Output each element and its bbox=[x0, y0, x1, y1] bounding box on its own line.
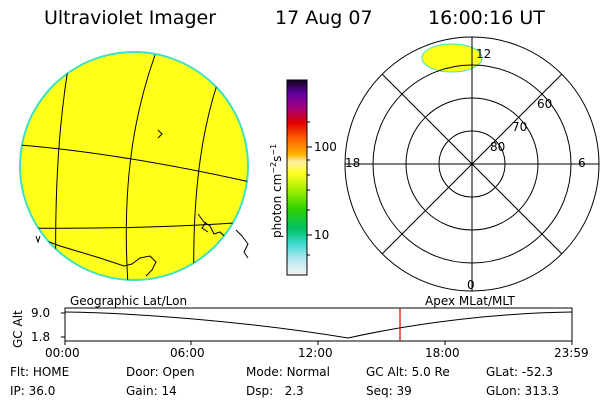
colorbar-tick-10: 10 bbox=[314, 228, 330, 242]
longitude-line bbox=[35, 235, 41, 244]
polar-plot bbox=[344, 36, 600, 292]
gc-alt-status: GC Alt: 5.0 Re bbox=[366, 365, 450, 379]
apex-panel-title: Apex MLat/MLT bbox=[425, 294, 515, 308]
date-label: 17 Aug 07 bbox=[275, 7, 373, 29]
altitude-curve bbox=[64, 311, 573, 339]
lat-label-80: 80 bbox=[490, 140, 506, 154]
auroral-emission bbox=[421, 43, 483, 73]
longitude-line bbox=[193, 69, 223, 280]
seq-status: Seq: 39 bbox=[366, 384, 412, 398]
glat-status: GLat: -52.3 bbox=[486, 365, 553, 379]
xtick-2359: 23:59 bbox=[554, 346, 589, 360]
lat-label-60: 60 bbox=[537, 97, 553, 111]
geographic-panel-title: Geographic Lat/Lon bbox=[70, 294, 188, 308]
flt-status: Flt: HOME bbox=[10, 365, 70, 379]
ip-status: IP: 36.0 bbox=[10, 384, 56, 398]
altitude-ytick-9: 9.0 bbox=[31, 306, 51, 320]
mlt-diagonal bbox=[381, 73, 563, 255]
mlt-label-12: 12 bbox=[476, 47, 492, 61]
colorbar bbox=[286, 79, 308, 276]
coastline bbox=[157, 129, 163, 139]
dsp-status: Dsp: 2.3 bbox=[246, 384, 304, 398]
xtick-1200: 12:00 bbox=[298, 346, 333, 360]
altitude-ytick-1-8: 1.8 bbox=[31, 330, 51, 344]
altitude-plot bbox=[61, 307, 573, 345]
door-status: Door: Open bbox=[126, 365, 195, 379]
xtick-1800: 18:00 bbox=[425, 346, 460, 360]
coastline bbox=[229, 239, 237, 257]
mlt-label-0: 0 bbox=[467, 278, 475, 292]
glon-status: GLon: 313.3 bbox=[486, 384, 559, 398]
altitude-ylabel: GC Alt bbox=[11, 310, 25, 348]
lat-label-70: 70 bbox=[512, 120, 528, 134]
latitude-line bbox=[20, 221, 248, 229]
xtick-0000: 00:00 bbox=[45, 346, 80, 360]
mlt-label-6: 6 bbox=[578, 156, 586, 170]
instrument-title: Ultraviolet Imager bbox=[44, 7, 217, 29]
coastline bbox=[35, 235, 157, 277]
geographic-image bbox=[19, 51, 249, 281]
colorbar-ticks bbox=[307, 121, 312, 256]
mlt-label-18: 18 bbox=[345, 156, 361, 170]
colorbar-unit-label: photon cm−2s−1 bbox=[269, 143, 284, 238]
xtick-0600: 06:00 bbox=[170, 346, 205, 360]
gain-status: Gain: 14 bbox=[126, 384, 177, 398]
mode-status: Mode: Normal bbox=[246, 365, 330, 379]
colorbar-tick-100: 100 bbox=[314, 140, 337, 154]
coastline bbox=[201, 221, 209, 233]
coastline bbox=[235, 229, 249, 259]
latitude-line bbox=[20, 144, 248, 183]
altitude-plot-frame bbox=[64, 307, 573, 342]
time-label: 16:00:16 UT bbox=[428, 7, 545, 29]
earth-disk bbox=[19, 51, 249, 281]
